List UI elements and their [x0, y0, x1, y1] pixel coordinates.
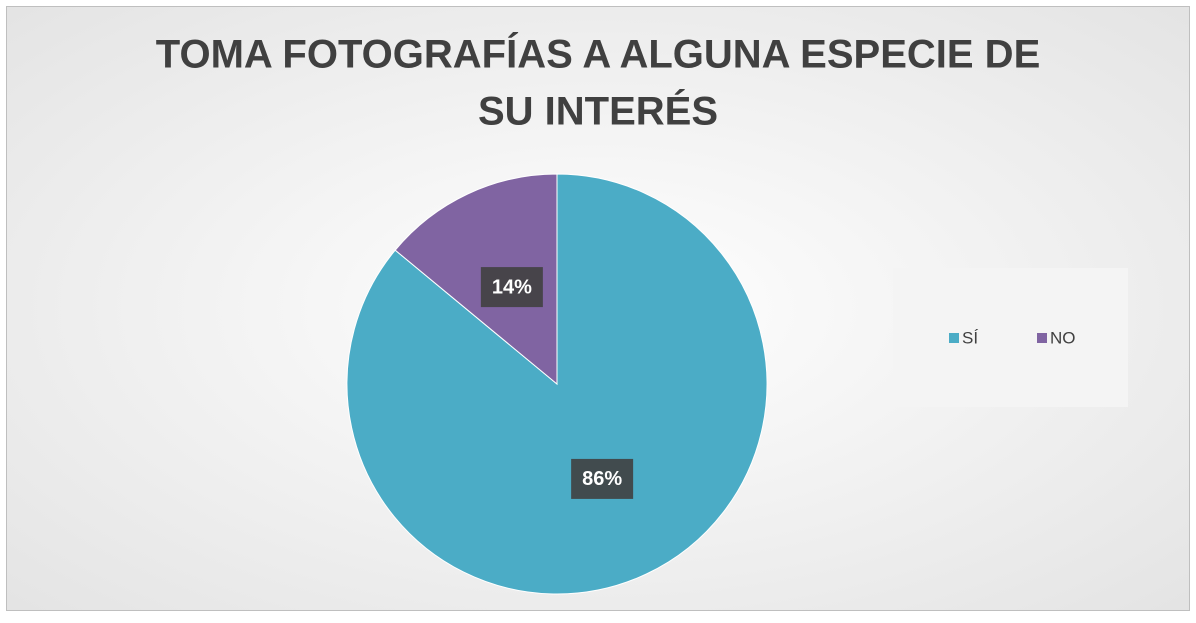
pie-slice — [346, 173, 768, 595]
legend-label: SÍ — [962, 328, 978, 347]
pie-slice — [394, 173, 558, 386]
data-label: 86% — [582, 468, 622, 490]
chart-title: SU INTERÉS — [478, 89, 718, 134]
legend-swatch — [1037, 333, 1047, 343]
legend-box — [893, 268, 1128, 407]
chart-title: TOMA FOTOGRAFÍAS A ALGUNA ESPECIE DE — [156, 32, 1041, 77]
legend-label: NO — [1050, 328, 1076, 347]
data-label-box — [480, 267, 543, 308]
legend-swatch — [949, 333, 959, 343]
data-label: 14% — [492, 276, 532, 298]
data-label-box — [571, 458, 634, 499]
